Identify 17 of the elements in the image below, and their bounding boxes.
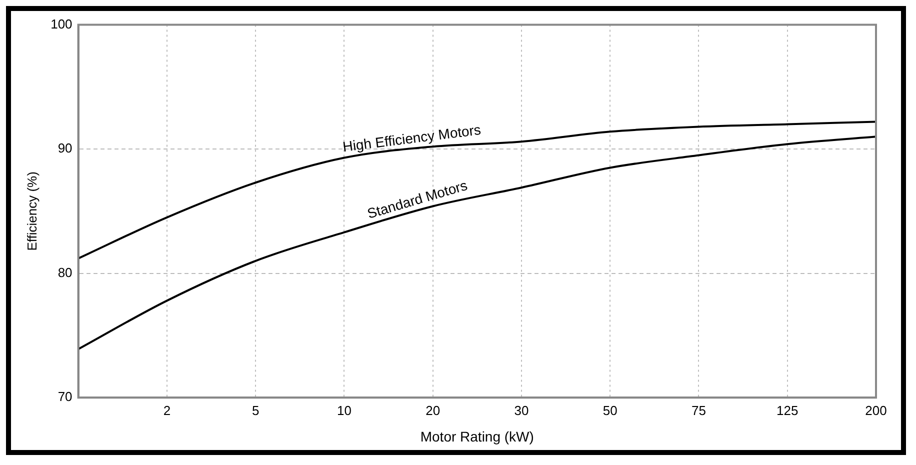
text: High Efficiency Motors bbox=[342, 121, 482, 155]
x-tick-label: 30 bbox=[514, 402, 529, 418]
x-tick-label: 200 bbox=[865, 402, 887, 418]
y-tick-label: 100 bbox=[50, 16, 72, 32]
y-tick-label: 90 bbox=[58, 140, 72, 156]
x-axis-title: Motor Rating (kW) bbox=[420, 428, 534, 444]
x-tick-label: 75 bbox=[691, 402, 706, 418]
x-tick-label: 125 bbox=[776, 402, 798, 418]
x-tick-label: 20 bbox=[426, 402, 440, 418]
y-axis-title: Efficiency (%) bbox=[24, 172, 40, 251]
y-tick-label: 70 bbox=[58, 389, 72, 404]
x-tick-label: 50 bbox=[602, 402, 618, 418]
line-series bbox=[77, 120, 877, 260]
x-tick-label: 10 bbox=[336, 402, 352, 418]
x-tick-label: 2 bbox=[163, 402, 171, 418]
y-tick-label: 80 bbox=[58, 264, 72, 280]
x-tick-label: 5 bbox=[252, 402, 260, 418]
